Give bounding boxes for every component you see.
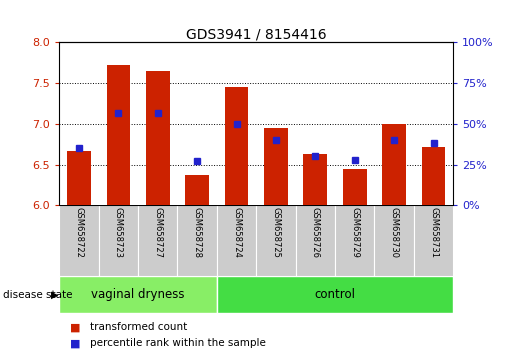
Bar <box>138 205 177 276</box>
Bar <box>382 124 406 205</box>
Text: GSM658728: GSM658728 <box>193 207 201 258</box>
Text: ▶: ▶ <box>50 290 58 300</box>
Bar <box>59 276 217 313</box>
Bar <box>146 71 169 205</box>
Text: GSM658727: GSM658727 <box>153 207 162 258</box>
Text: GSM658723: GSM658723 <box>114 207 123 258</box>
Text: GSM658725: GSM658725 <box>271 207 280 258</box>
Bar <box>264 128 288 205</box>
Text: transformed count: transformed count <box>90 322 187 332</box>
Text: vaginal dryness: vaginal dryness <box>91 288 185 301</box>
Text: GSM658730: GSM658730 <box>390 207 399 258</box>
Bar <box>225 87 248 205</box>
Bar <box>67 151 91 205</box>
Bar <box>343 169 367 205</box>
Text: GSM658729: GSM658729 <box>350 207 359 258</box>
Text: GSM658731: GSM658731 <box>429 207 438 258</box>
Bar <box>178 205 217 276</box>
Bar <box>256 205 296 276</box>
Bar <box>99 205 138 276</box>
Text: ■: ■ <box>70 322 80 332</box>
Bar <box>414 205 453 276</box>
Bar <box>217 276 453 313</box>
Text: percentile rank within the sample: percentile rank within the sample <box>90 338 266 348</box>
Text: GSM658726: GSM658726 <box>311 207 320 258</box>
Bar <box>185 175 209 205</box>
Text: disease state: disease state <box>3 290 72 300</box>
Bar <box>335 205 374 276</box>
Text: ■: ■ <box>70 338 80 348</box>
Text: GSM658722: GSM658722 <box>75 207 83 258</box>
Bar <box>303 154 327 205</box>
Bar <box>59 205 98 276</box>
Bar <box>374 205 414 276</box>
Bar <box>217 205 256 276</box>
Bar <box>296 205 335 276</box>
Bar <box>107 65 130 205</box>
Text: GSM658724: GSM658724 <box>232 207 241 258</box>
Bar <box>422 147 445 205</box>
Title: GDS3941 / 8154416: GDS3941 / 8154416 <box>186 27 327 41</box>
Text: control: control <box>315 288 355 301</box>
